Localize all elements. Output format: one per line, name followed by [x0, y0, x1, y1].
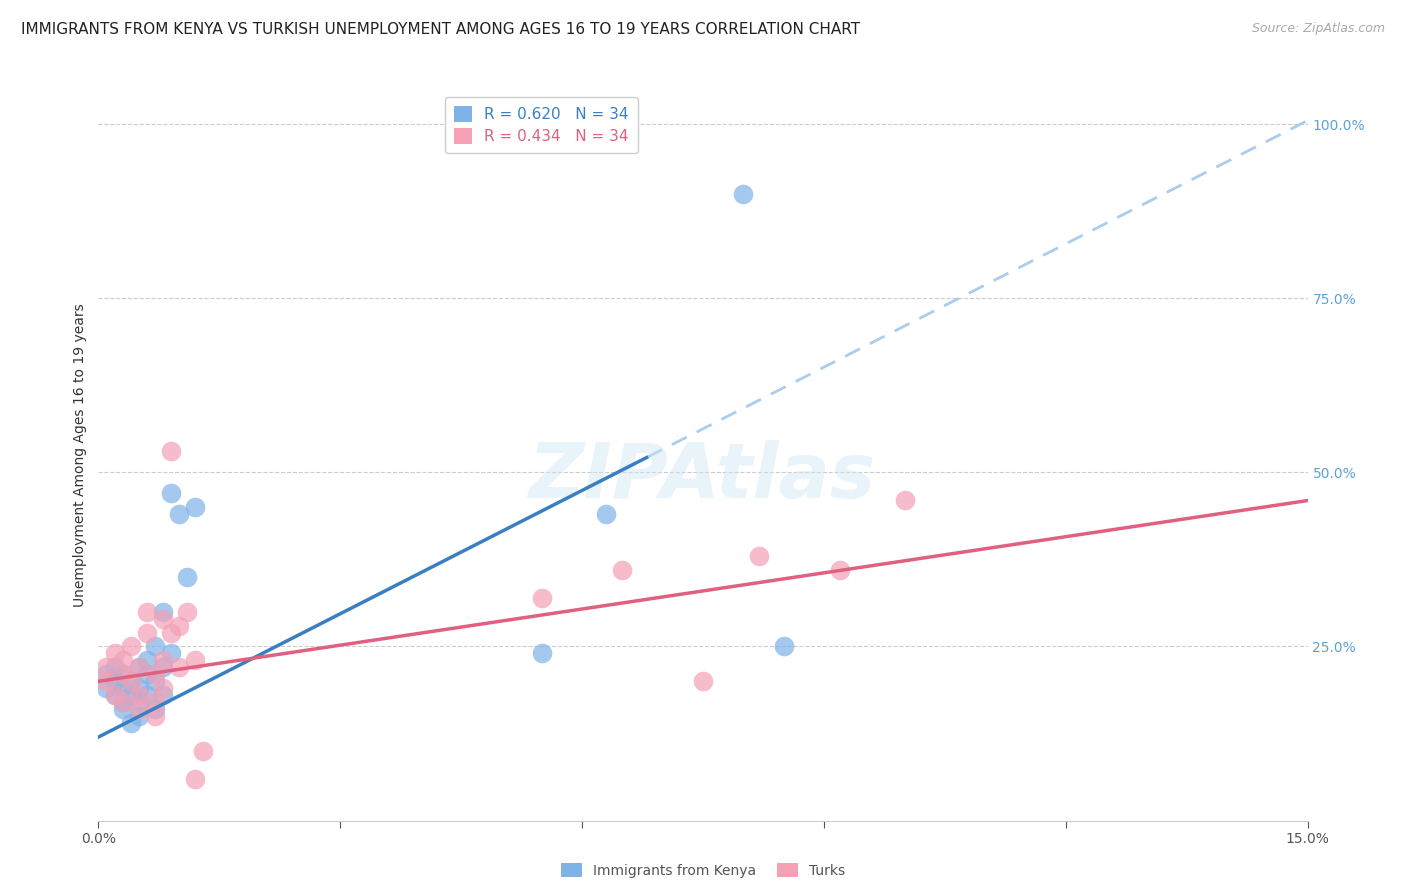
Point	[748, 549, 770, 563]
Point	[530, 591, 553, 605]
Point	[193, 744, 215, 758]
Point	[184, 772, 207, 786]
Point	[167, 660, 190, 674]
Point	[143, 709, 166, 723]
Point	[152, 612, 174, 626]
Point	[128, 660, 150, 674]
Point	[772, 640, 794, 654]
Point	[111, 653, 134, 667]
Point	[120, 674, 142, 689]
Point	[120, 674, 142, 689]
Point	[152, 605, 174, 619]
Point	[103, 660, 125, 674]
Point	[111, 681, 134, 696]
Text: IMMIGRANTS FROM KENYA VS TURKISH UNEMPLOYMENT AMONG AGES 16 TO 19 YEARS CORRELAT: IMMIGRANTS FROM KENYA VS TURKISH UNEMPLO…	[21, 22, 860, 37]
Legend: Immigrants from Kenya, Turks: Immigrants from Kenya, Turks	[555, 857, 851, 883]
Point	[135, 605, 157, 619]
Point	[120, 640, 142, 654]
Point	[143, 674, 166, 689]
Point	[103, 688, 125, 702]
Point	[160, 647, 183, 661]
Point	[692, 674, 714, 689]
Point	[152, 688, 174, 702]
Point	[828, 563, 851, 577]
Point	[143, 667, 166, 681]
Point	[128, 695, 150, 709]
Point	[96, 681, 118, 696]
Point	[595, 507, 617, 521]
Point	[167, 618, 190, 632]
Point	[103, 647, 125, 661]
Point	[135, 653, 157, 667]
Point	[143, 702, 166, 716]
Point	[128, 688, 150, 702]
Point	[135, 625, 157, 640]
Text: Source: ZipAtlas.com: Source: ZipAtlas.com	[1251, 22, 1385, 36]
Point	[111, 695, 134, 709]
Point	[176, 570, 198, 584]
Point	[111, 695, 134, 709]
Point	[152, 653, 174, 667]
Point	[103, 688, 125, 702]
Point	[160, 486, 183, 500]
Point	[176, 605, 198, 619]
Point	[733, 186, 755, 201]
Point	[893, 493, 915, 508]
Point	[143, 695, 166, 709]
Point	[96, 674, 118, 689]
Point	[160, 444, 183, 458]
Point	[135, 667, 157, 681]
Point	[167, 507, 190, 521]
Point	[160, 625, 183, 640]
Point	[103, 674, 125, 689]
Point	[184, 653, 207, 667]
Point	[128, 681, 150, 696]
Point	[184, 500, 207, 515]
Point	[128, 709, 150, 723]
Point	[111, 702, 134, 716]
Point	[143, 640, 166, 654]
Point	[152, 660, 174, 674]
Point	[120, 688, 142, 702]
Point	[96, 660, 118, 674]
Point	[128, 660, 150, 674]
Point	[135, 688, 157, 702]
Point	[530, 647, 553, 661]
Point	[152, 681, 174, 696]
Point	[612, 563, 634, 577]
Point	[120, 716, 142, 731]
Point	[111, 667, 134, 681]
Point	[128, 702, 150, 716]
Y-axis label: Unemployment Among Ages 16 to 19 years: Unemployment Among Ages 16 to 19 years	[73, 303, 87, 607]
Point	[96, 667, 118, 681]
Text: ZIPAtlas: ZIPAtlas	[529, 440, 877, 514]
Point	[111, 667, 134, 681]
